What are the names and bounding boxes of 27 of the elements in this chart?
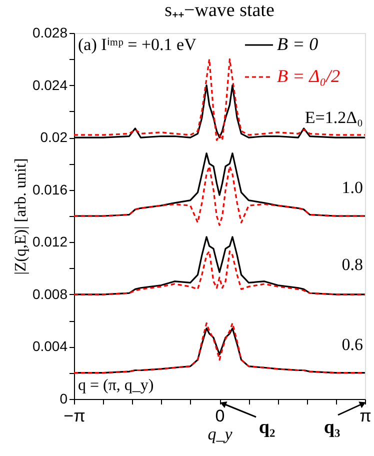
text: q₃: [324, 417, 340, 438]
line-series: [73, 166, 366, 226]
y-tick-label: 0.008: [32, 286, 68, 302]
annotation: q = (π, q_y): [78, 377, 154, 394]
x-tick-label: −π: [64, 406, 86, 426]
chart-title: s₊₊−wave state: [164, 0, 274, 21]
x-axis-title: q_y: [208, 424, 233, 444]
annotation: 0.6: [342, 335, 363, 354]
x-tick-label: 0: [215, 406, 225, 426]
annotation: (a) Iⁱᵐᵖ = +0.1 eV: [78, 35, 198, 54]
text: q₂: [258, 417, 276, 438]
legend-label: B = Δ₀/2: [277, 66, 340, 86]
y-axis-title: |Z(q,E)| [arb. unit]: [12, 158, 30, 275]
annotation: E=1.2Δ₀: [304, 108, 364, 127]
line-series: [73, 250, 366, 296]
y-tick-label: 0.012: [32, 234, 68, 250]
line-series: [73, 58, 366, 141]
annotation: 1.0: [342, 178, 363, 197]
y-tick-label: 0.004: [32, 338, 68, 354]
y-tick-label: 0: [60, 390, 68, 406]
y-tick-label: 0.024: [32, 76, 68, 93]
y-tick-label: 0.02: [40, 129, 68, 146]
annotation: 0.8: [342, 255, 363, 274]
y-tick-label: 0.028: [32, 24, 68, 40]
y-tick-label: 0.016: [32, 181, 68, 198]
legend-label: B = 0: [277, 34, 318, 54]
x-tick-label: π: [360, 406, 372, 426]
